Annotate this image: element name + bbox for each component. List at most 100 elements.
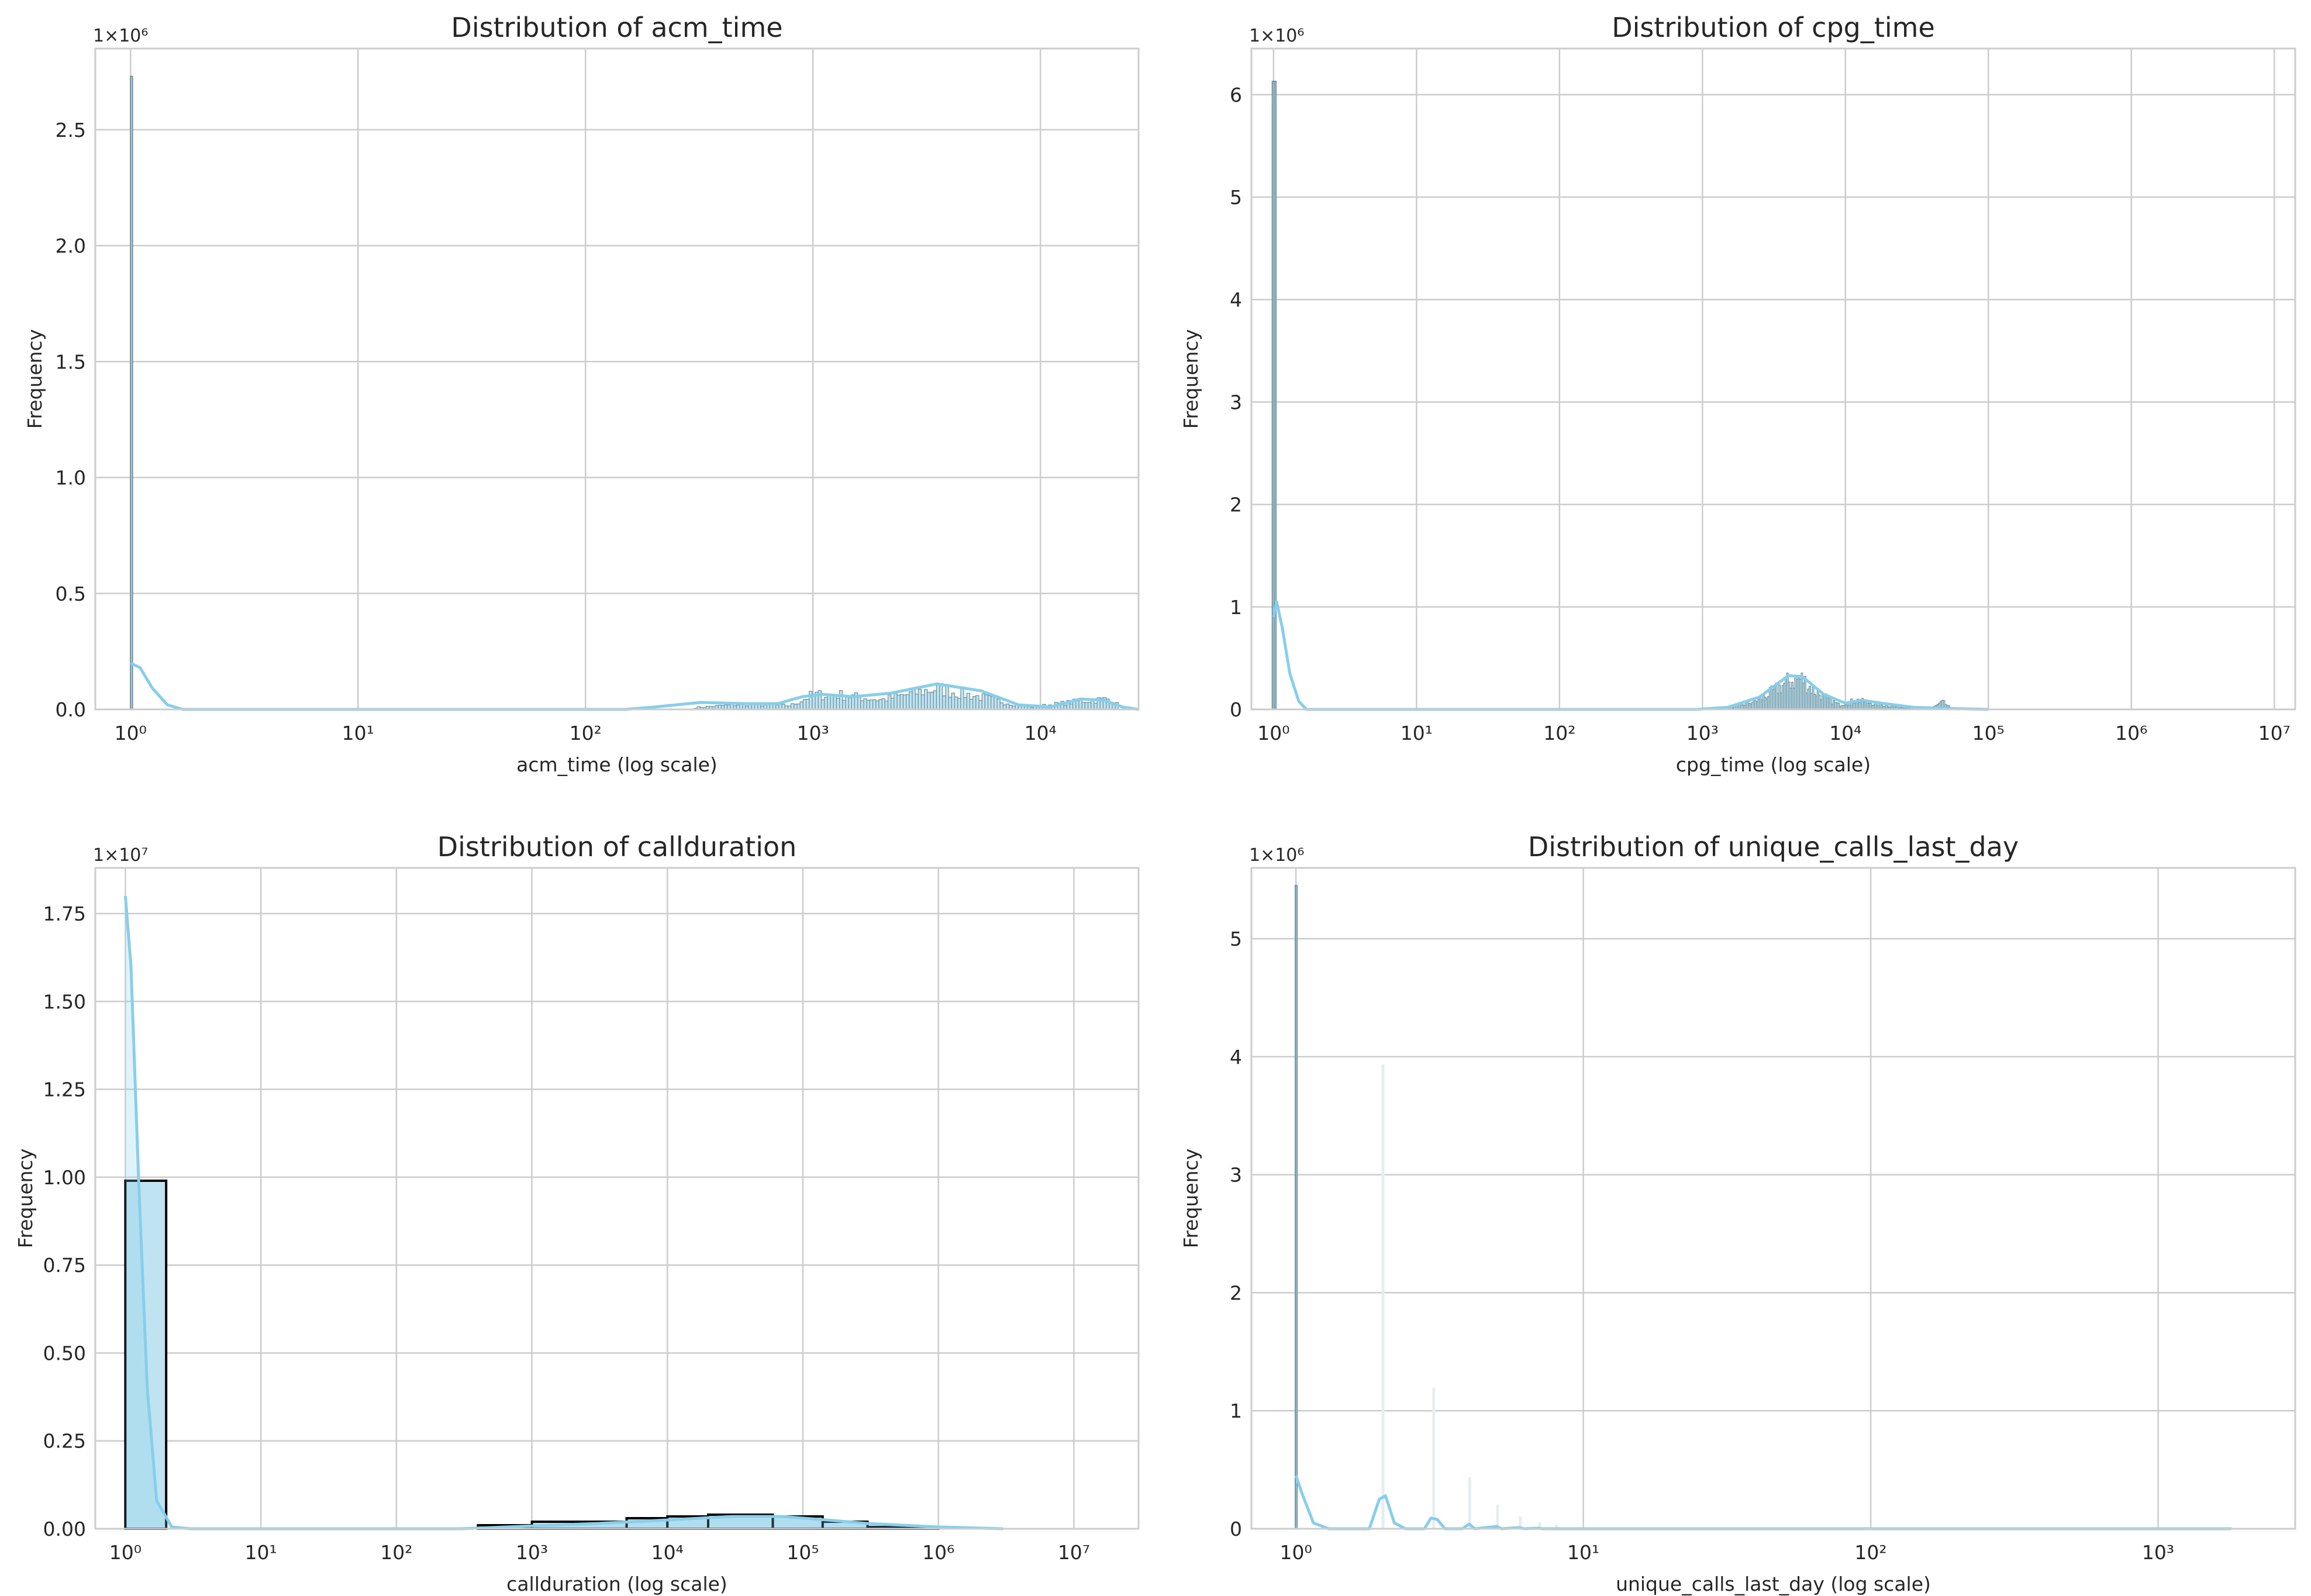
histogram-bar: [827, 694, 831, 710]
histogram-bar: [878, 699, 882, 710]
histogram-bar: [1075, 701, 1079, 710]
x-tick-label: 10⁷: [2258, 722, 2291, 744]
histogram-bar: [915, 694, 919, 710]
plot-frame: [94, 867, 1140, 1530]
y-tick-label: 0: [1230, 1518, 1242, 1540]
histogram-bar: [896, 694, 901, 710]
histogram-bar: [802, 699, 807, 710]
y-tick-label: 2: [1230, 494, 1242, 516]
histogram-bar: [899, 694, 904, 710]
y-tick-label: 0.00: [43, 1518, 86, 1540]
x-axis-label: cpg_time (log scale): [1676, 753, 1871, 776]
histogram-bar: [909, 691, 913, 710]
plot-frame: [1250, 47, 2296, 711]
y-axis-multiplier: 1×10⁶: [1249, 26, 1304, 46]
x-tick-label: 10²: [1854, 1541, 1886, 1564]
x-axis-label: acm_time (log scale): [516, 753, 718, 776]
histogram-bar: [912, 687, 916, 710]
histogram-bar: [920, 694, 925, 710]
histogram-bar: [987, 695, 992, 710]
y-tick-label: 2: [1230, 1281, 1242, 1304]
x-tick-label: 10⁰: [1280, 1541, 1312, 1564]
histogram-bar: [999, 702, 1004, 710]
histogram-bar: [994, 697, 998, 710]
histogram-bar: [848, 697, 852, 710]
y-tick-label: 1.0: [56, 467, 86, 490]
histogram-bar: [1432, 1387, 1436, 1529]
histogram-bar: [991, 696, 995, 710]
panel-unique-calls-last-day: 10⁰ 10¹ 10² 10³ 0 1 2 3 4 5 Distribution of uniqu…: [1179, 831, 2296, 1595]
x-tick-label: 10⁴: [1025, 722, 1057, 744]
y-tick-label: 2.5: [56, 119, 86, 142]
histogram-bar: [820, 699, 825, 710]
x-tick-label: 10³: [797, 722, 829, 744]
chart-title: Distribution of unique_calls_last_day: [1528, 831, 2019, 863]
y-tick-label: 1.25: [43, 1078, 86, 1101]
y-tick-label: 1: [1230, 1399, 1242, 1422]
x-tick-label: 10²: [380, 1541, 412, 1564]
chart-title: Distribution of cpg_time: [1612, 12, 1935, 43]
kde-line: [123, 895, 1003, 1530]
y-tick-label: 0.5: [56, 582, 86, 605]
y-axis-label: Frequency: [1179, 1149, 1202, 1248]
x-tick-label: 10⁰: [109, 1541, 142, 1564]
histogram-bar: [857, 697, 861, 710]
histogram-bar: [942, 695, 946, 710]
panel-cpg-time: 10⁰ 10¹ 10² 10³ 10⁴ 10⁵ 10⁶ 10⁷ 0 1 2 3 4 5 6 Distribu…: [1179, 12, 2296, 776]
x-tick-label: 10³: [516, 1541, 548, 1564]
plot-frame: [94, 47, 1140, 711]
x-tick-label: 10¹: [245, 1541, 277, 1564]
histogram-bar: [924, 689, 928, 710]
histogram-bar: [954, 697, 958, 710]
y-tick-label: 4: [1230, 288, 1242, 311]
histogram-bar: [1295, 885, 1298, 1529]
y-tick-label: 0.25: [43, 1430, 86, 1453]
histogram-bar: [917, 688, 922, 710]
x-tick-label: 10⁵: [1972, 722, 2005, 744]
histogram-bar: [939, 683, 943, 710]
y-tick-label: 0.50: [43, 1342, 86, 1364]
y-tick-label: 0.0: [56, 698, 86, 721]
histogram-bar: [1078, 699, 1082, 710]
histogram-bar: [948, 697, 952, 710]
histogram-bar: [881, 698, 885, 710]
histogram-bar: [1094, 702, 1098, 710]
histogram-bar: [966, 692, 971, 710]
histogram-bar: [906, 694, 910, 710]
histogram-bar: [845, 697, 849, 710]
kde-line: [130, 661, 1139, 711]
x-axis-label: unique_calls_last_day (log scale): [1616, 1573, 1931, 1595]
chart-title: Distribution of callduration: [437, 831, 797, 863]
x-tick-label: 10²: [570, 722, 602, 744]
histogram-bar: [945, 685, 949, 710]
histogram-bar: [933, 690, 937, 710]
histogram-bar: [872, 699, 877, 710]
y-tick-label: 1.75: [43, 902, 86, 925]
y-tick-label: 6: [1230, 84, 1242, 106]
histogram-bar: [891, 698, 895, 710]
y-axis-multiplier: 1×10⁷: [93, 845, 148, 866]
histogram-bar: [809, 691, 813, 710]
histogram-bar: [799, 701, 804, 710]
histogram-bar: [875, 700, 879, 710]
histogram-bar: [863, 698, 867, 710]
x-tick-label: 10⁴: [651, 1541, 684, 1564]
y-tick-label: 4: [1230, 1046, 1242, 1068]
y-tick-label: 3: [1230, 391, 1242, 413]
x-tick-label: 10⁶: [922, 1541, 954, 1564]
histogram-bar: [902, 694, 907, 710]
histogram-bar: [894, 693, 898, 710]
histogram-bar: [1084, 702, 1089, 710]
histogram-bar: [930, 691, 934, 710]
kde-line: [1272, 600, 1989, 711]
histogram-bar: [963, 697, 967, 710]
histogram-bar: [839, 690, 843, 710]
y-axis-label: Frequency: [23, 329, 46, 429]
histogram-bar: [978, 700, 982, 710]
histogram-bar: [975, 695, 979, 710]
y-axis-label: Frequency: [1179, 329, 1202, 429]
histogram-bar: [842, 699, 846, 710]
x-tick-label: 10²: [1543, 722, 1575, 744]
